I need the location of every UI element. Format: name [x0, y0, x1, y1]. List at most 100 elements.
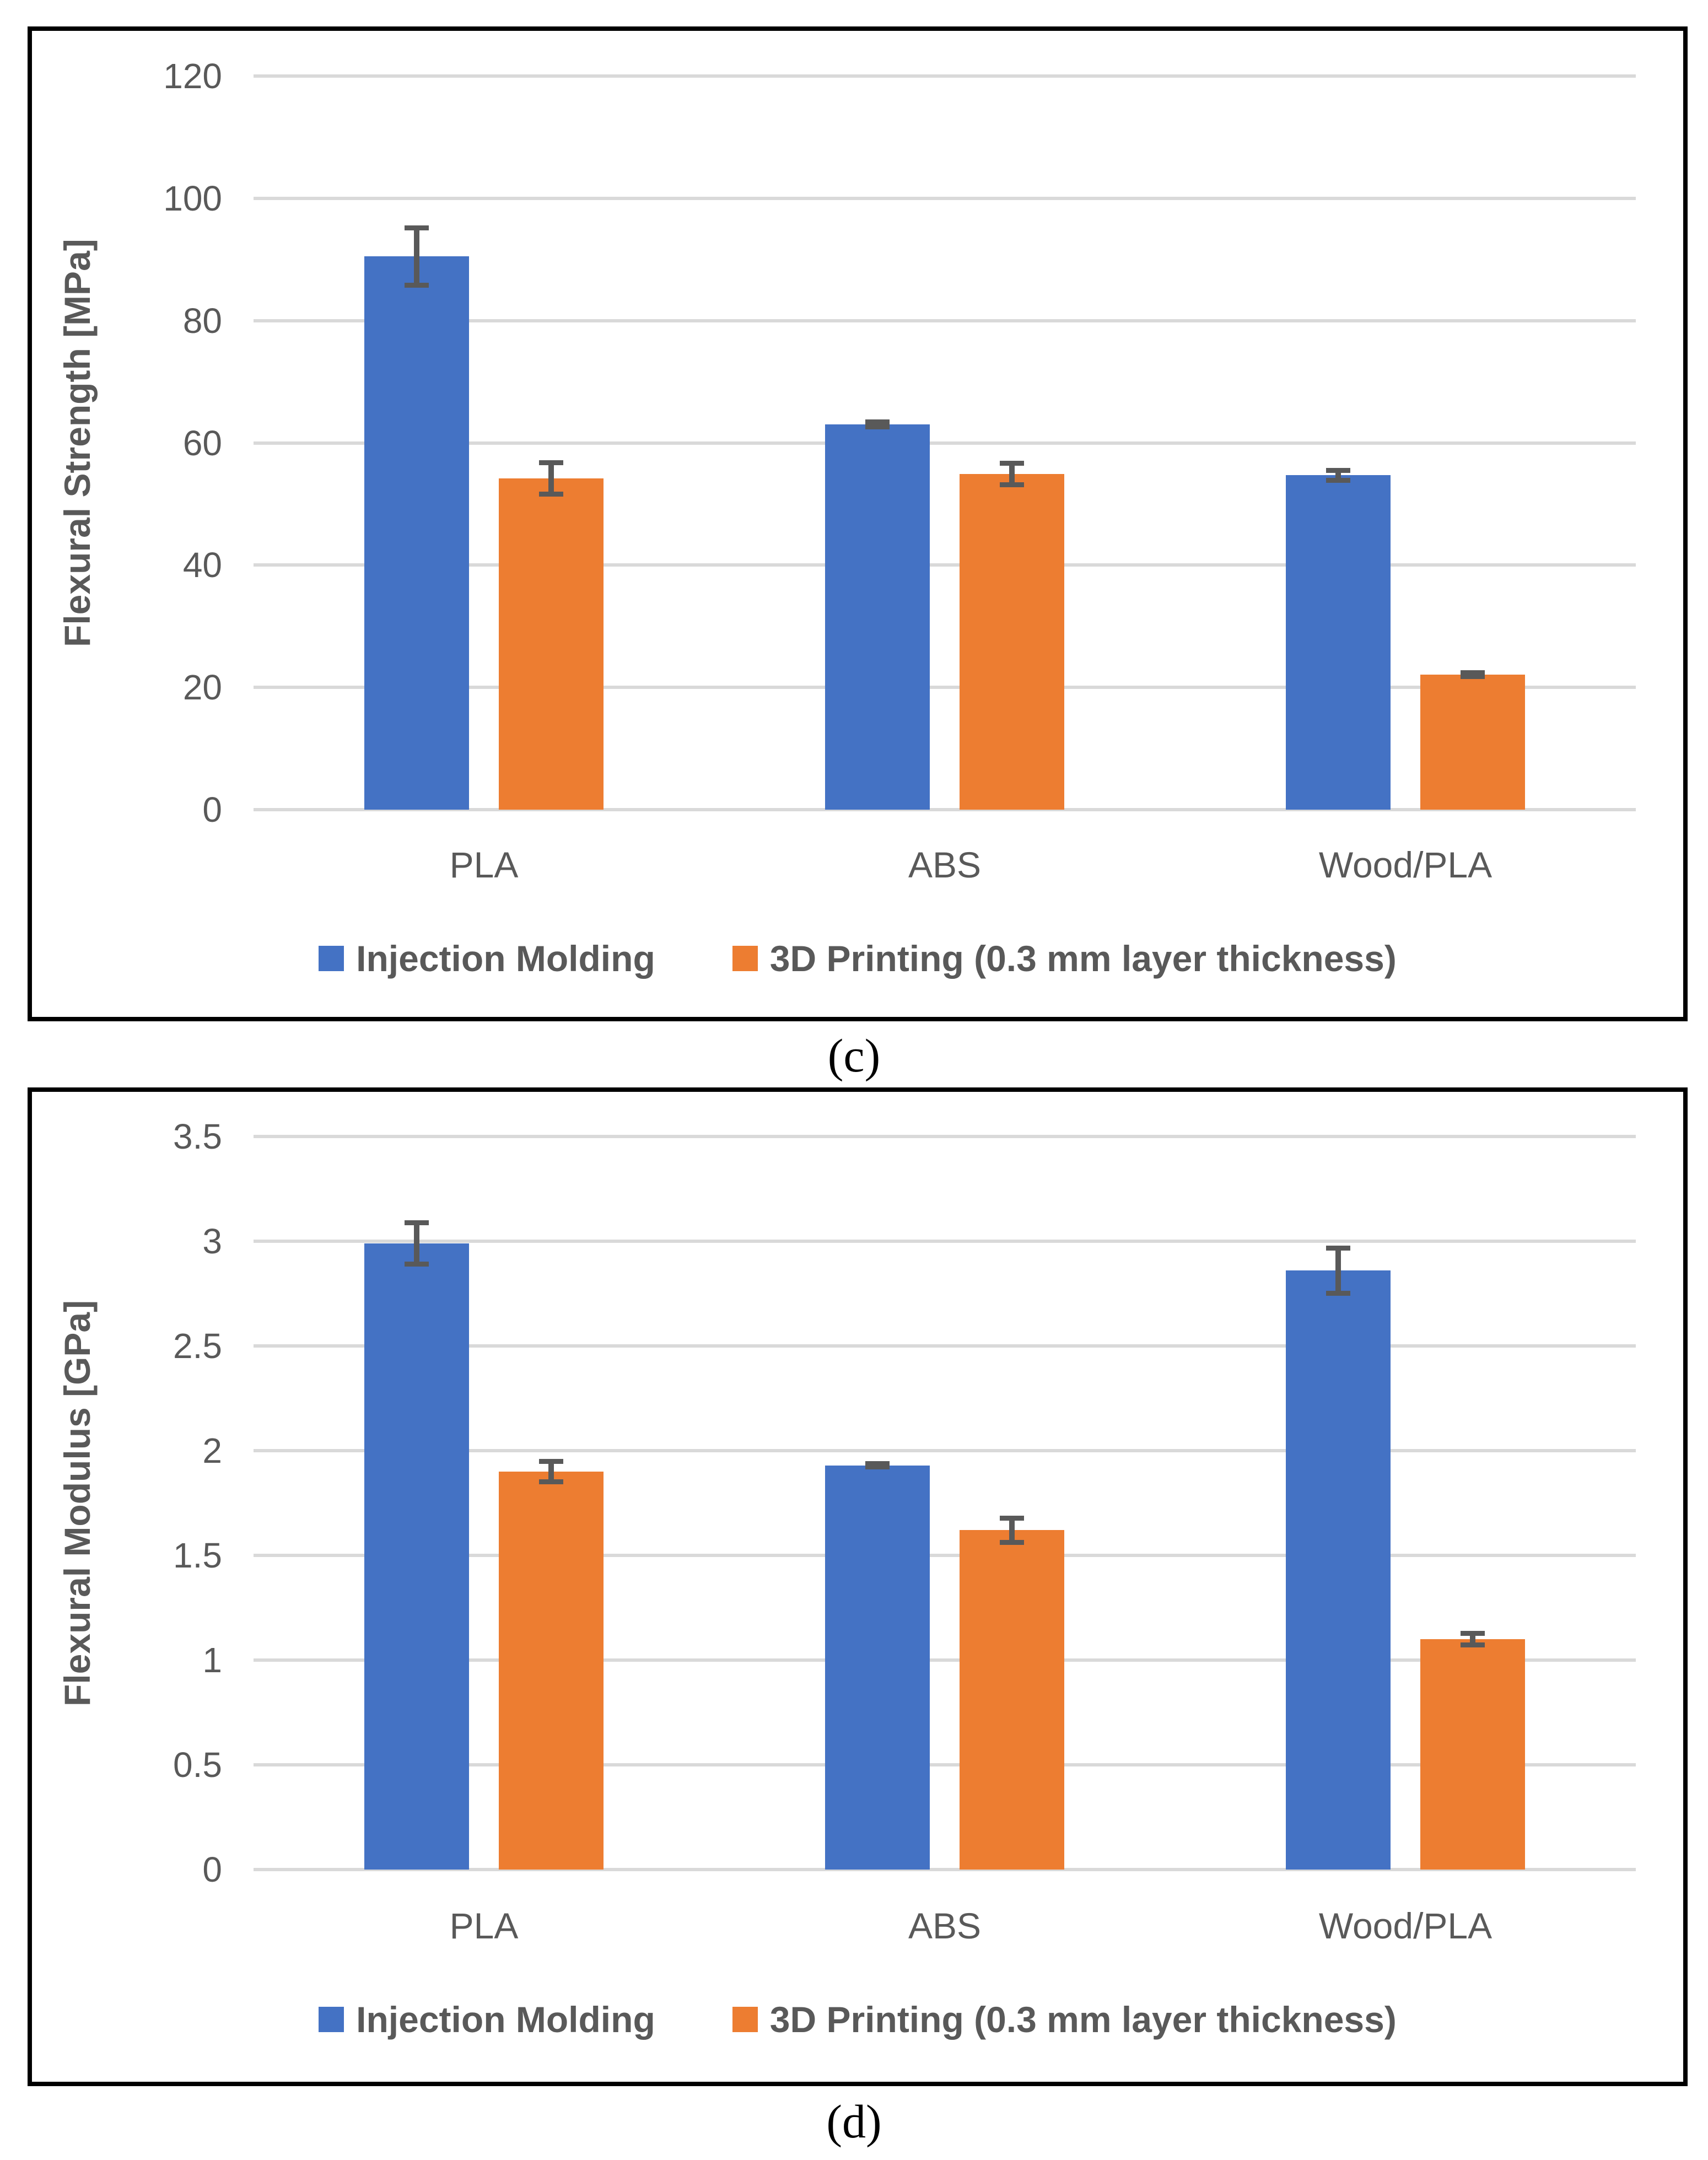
- y-tick-label: 80: [182, 300, 222, 341]
- error-bar-cap-bottom: [1461, 1642, 1485, 1648]
- gridline: [254, 74, 1636, 78]
- gridline: [254, 563, 1636, 567]
- bar-injection-molding: [1286, 1270, 1391, 1870]
- error-bar: [865, 1461, 890, 1470]
- chart-panel-flexural-modulus: Flexural Modulus [GPa] 3.5 3 2.5 2 1.5 1 0.5 0 …: [28, 1087, 1688, 2086]
- category-label-wood-pla: Wood/PLA: [1318, 1905, 1493, 1946]
- y-tick-label: 3: [202, 1221, 222, 1261]
- chart-panel-flexural-strength: Flexural Strength [MPa] 120 100 80 60 40 20 0 …: [28, 26, 1688, 1021]
- y-tick-label: 1: [202, 1640, 222, 1680]
- legend: Injection Molding 3D Printing (0.3 mm lay…: [32, 938, 1683, 979]
- bar-3d-printing-0-3-mm-layer: [499, 1472, 604, 1870]
- x-axis-baseline: [254, 808, 1636, 811]
- error-bar-cap-bottom: [405, 282, 429, 288]
- error-bar: [1461, 1630, 1485, 1648]
- error-bar-cap-top: [539, 460, 563, 465]
- category-label-wood-pla: Wood/PLA: [1318, 844, 1493, 885]
- category-label-pla: PLA: [449, 1905, 519, 1946]
- y-tick-label: 2.5: [173, 1326, 222, 1366]
- error-bar-stem: [548, 460, 554, 497]
- bar-injection-molding: [825, 1465, 930, 1870]
- error-bar: [1000, 460, 1024, 488]
- error-bar-cap-top: [1326, 1245, 1350, 1251]
- error-bar-cap-bottom: [1000, 1540, 1024, 1545]
- error-bar-cap-top: [865, 419, 890, 425]
- gridline: [254, 1449, 1636, 1452]
- legend-swatch-icon: [732, 946, 758, 971]
- y-tick-label: 120: [163, 56, 222, 96]
- gridline: [254, 319, 1636, 322]
- y-tick-label: 100: [163, 178, 222, 218]
- legend-label: 3D Printing (0.3 mm layer thickness): [769, 1999, 1397, 2040]
- y-tick-label: 0: [202, 1850, 222, 1889]
- error-bar-stem: [1009, 1515, 1015, 1545]
- gridline: [254, 1135, 1636, 1138]
- y-tick-label: 0: [202, 790, 222, 829]
- plot-area: [254, 74, 1636, 811]
- error-bar: [1326, 1245, 1350, 1296]
- legend-label: Injection Molding: [356, 938, 655, 979]
- bar-group-abs: [714, 1136, 1175, 1870]
- bar-injection-molding: [1286, 475, 1391, 810]
- error-bar: [539, 460, 563, 497]
- error-bar: [539, 1459, 563, 1484]
- gridline: [254, 1344, 1636, 1348]
- legend-item: Injection Molding: [319, 1999, 655, 2040]
- bar-slot: [364, 1136, 469, 1870]
- bar-slot: [364, 76, 469, 810]
- bar-slot: [825, 1136, 930, 1870]
- bar-slot: [1286, 1136, 1391, 1870]
- bar-group-abs: [714, 76, 1175, 810]
- error-bar-stem: [1335, 468, 1341, 483]
- bar-injection-molding: [825, 424, 930, 810]
- error-bar: [405, 1220, 429, 1267]
- legend-swatch-icon: [732, 2007, 758, 2032]
- legend-item: 3D Printing (0.3 mm layer thickness): [732, 1999, 1397, 2040]
- bar-slot: [960, 76, 1064, 810]
- error-bar-stem: [1335, 1245, 1341, 1296]
- bar-3d-printing-0-3-mm-layer: [1420, 674, 1525, 810]
- caption-d: (d): [826, 2095, 882, 2148]
- error-bar-cap-top: [405, 1220, 429, 1226]
- error-bar-cap-bottom: [865, 424, 890, 430]
- error-bar-stem: [414, 1220, 419, 1267]
- error-bar-cap-bottom: [1326, 477, 1350, 483]
- x-axis-category-labels: PLA ABS Wood/PLA: [254, 844, 1636, 886]
- gridline: [254, 1240, 1636, 1243]
- bar-3d-printing-0-3-mm-layer: [960, 1530, 1064, 1870]
- error-bar-cap-top: [405, 225, 429, 230]
- error-bar: [865, 419, 890, 430]
- error-bar-stem: [414, 225, 419, 288]
- category-label-pla: PLA: [449, 844, 519, 885]
- bar-slot: [1420, 1136, 1525, 1870]
- error-bar-cap-bottom: [865, 1464, 890, 1470]
- plot-area: [254, 1135, 1636, 1871]
- bar-group-pla: [254, 1136, 714, 1870]
- gridline: [254, 196, 1636, 200]
- error-bar-cap-bottom: [1000, 482, 1024, 488]
- category-label-abs: ABS: [908, 1905, 982, 1946]
- legend-swatch-icon: [319, 946, 344, 971]
- bar-3d-printing-0-3-mm-layer: [499, 478, 604, 810]
- error-bar-stem: [548, 1459, 554, 1484]
- gridline: [254, 686, 1636, 690]
- y-tick-label: 0.5: [173, 1745, 222, 1785]
- bar-group-wood-pla: [1175, 1136, 1636, 1870]
- error-bar-cap-top: [1326, 468, 1350, 473]
- y-tick-label: 2: [202, 1431, 222, 1470]
- legend-label: Injection Molding: [356, 1999, 655, 2040]
- error-bar: [1461, 670, 1485, 679]
- bar-3d-printing-0-3-mm-layer: [1420, 1639, 1525, 1870]
- category-label-abs: ABS: [908, 844, 982, 885]
- bar-slot: [825, 76, 930, 810]
- bar-slot: [1286, 76, 1391, 810]
- gridline: [254, 441, 1636, 445]
- legend-swatch-icon: [319, 2007, 344, 2032]
- error-bar: [1326, 468, 1350, 483]
- y-tick-label: 40: [182, 545, 222, 585]
- error-bar-cap-bottom: [539, 492, 563, 497]
- bar-slot: [1420, 76, 1525, 810]
- error-bar-cap-bottom: [1326, 1290, 1350, 1296]
- error-bar-cap-top: [1000, 460, 1024, 466]
- y-tick-label: 1.5: [173, 1536, 222, 1575]
